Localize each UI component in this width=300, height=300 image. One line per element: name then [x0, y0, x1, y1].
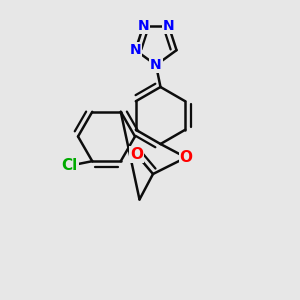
Text: N: N — [130, 43, 141, 57]
Text: N: N — [137, 19, 149, 33]
Text: O: O — [130, 147, 143, 162]
Text: N: N — [150, 58, 162, 72]
Text: N: N — [163, 19, 175, 33]
Text: Cl: Cl — [61, 158, 78, 173]
Text: O: O — [179, 150, 193, 165]
